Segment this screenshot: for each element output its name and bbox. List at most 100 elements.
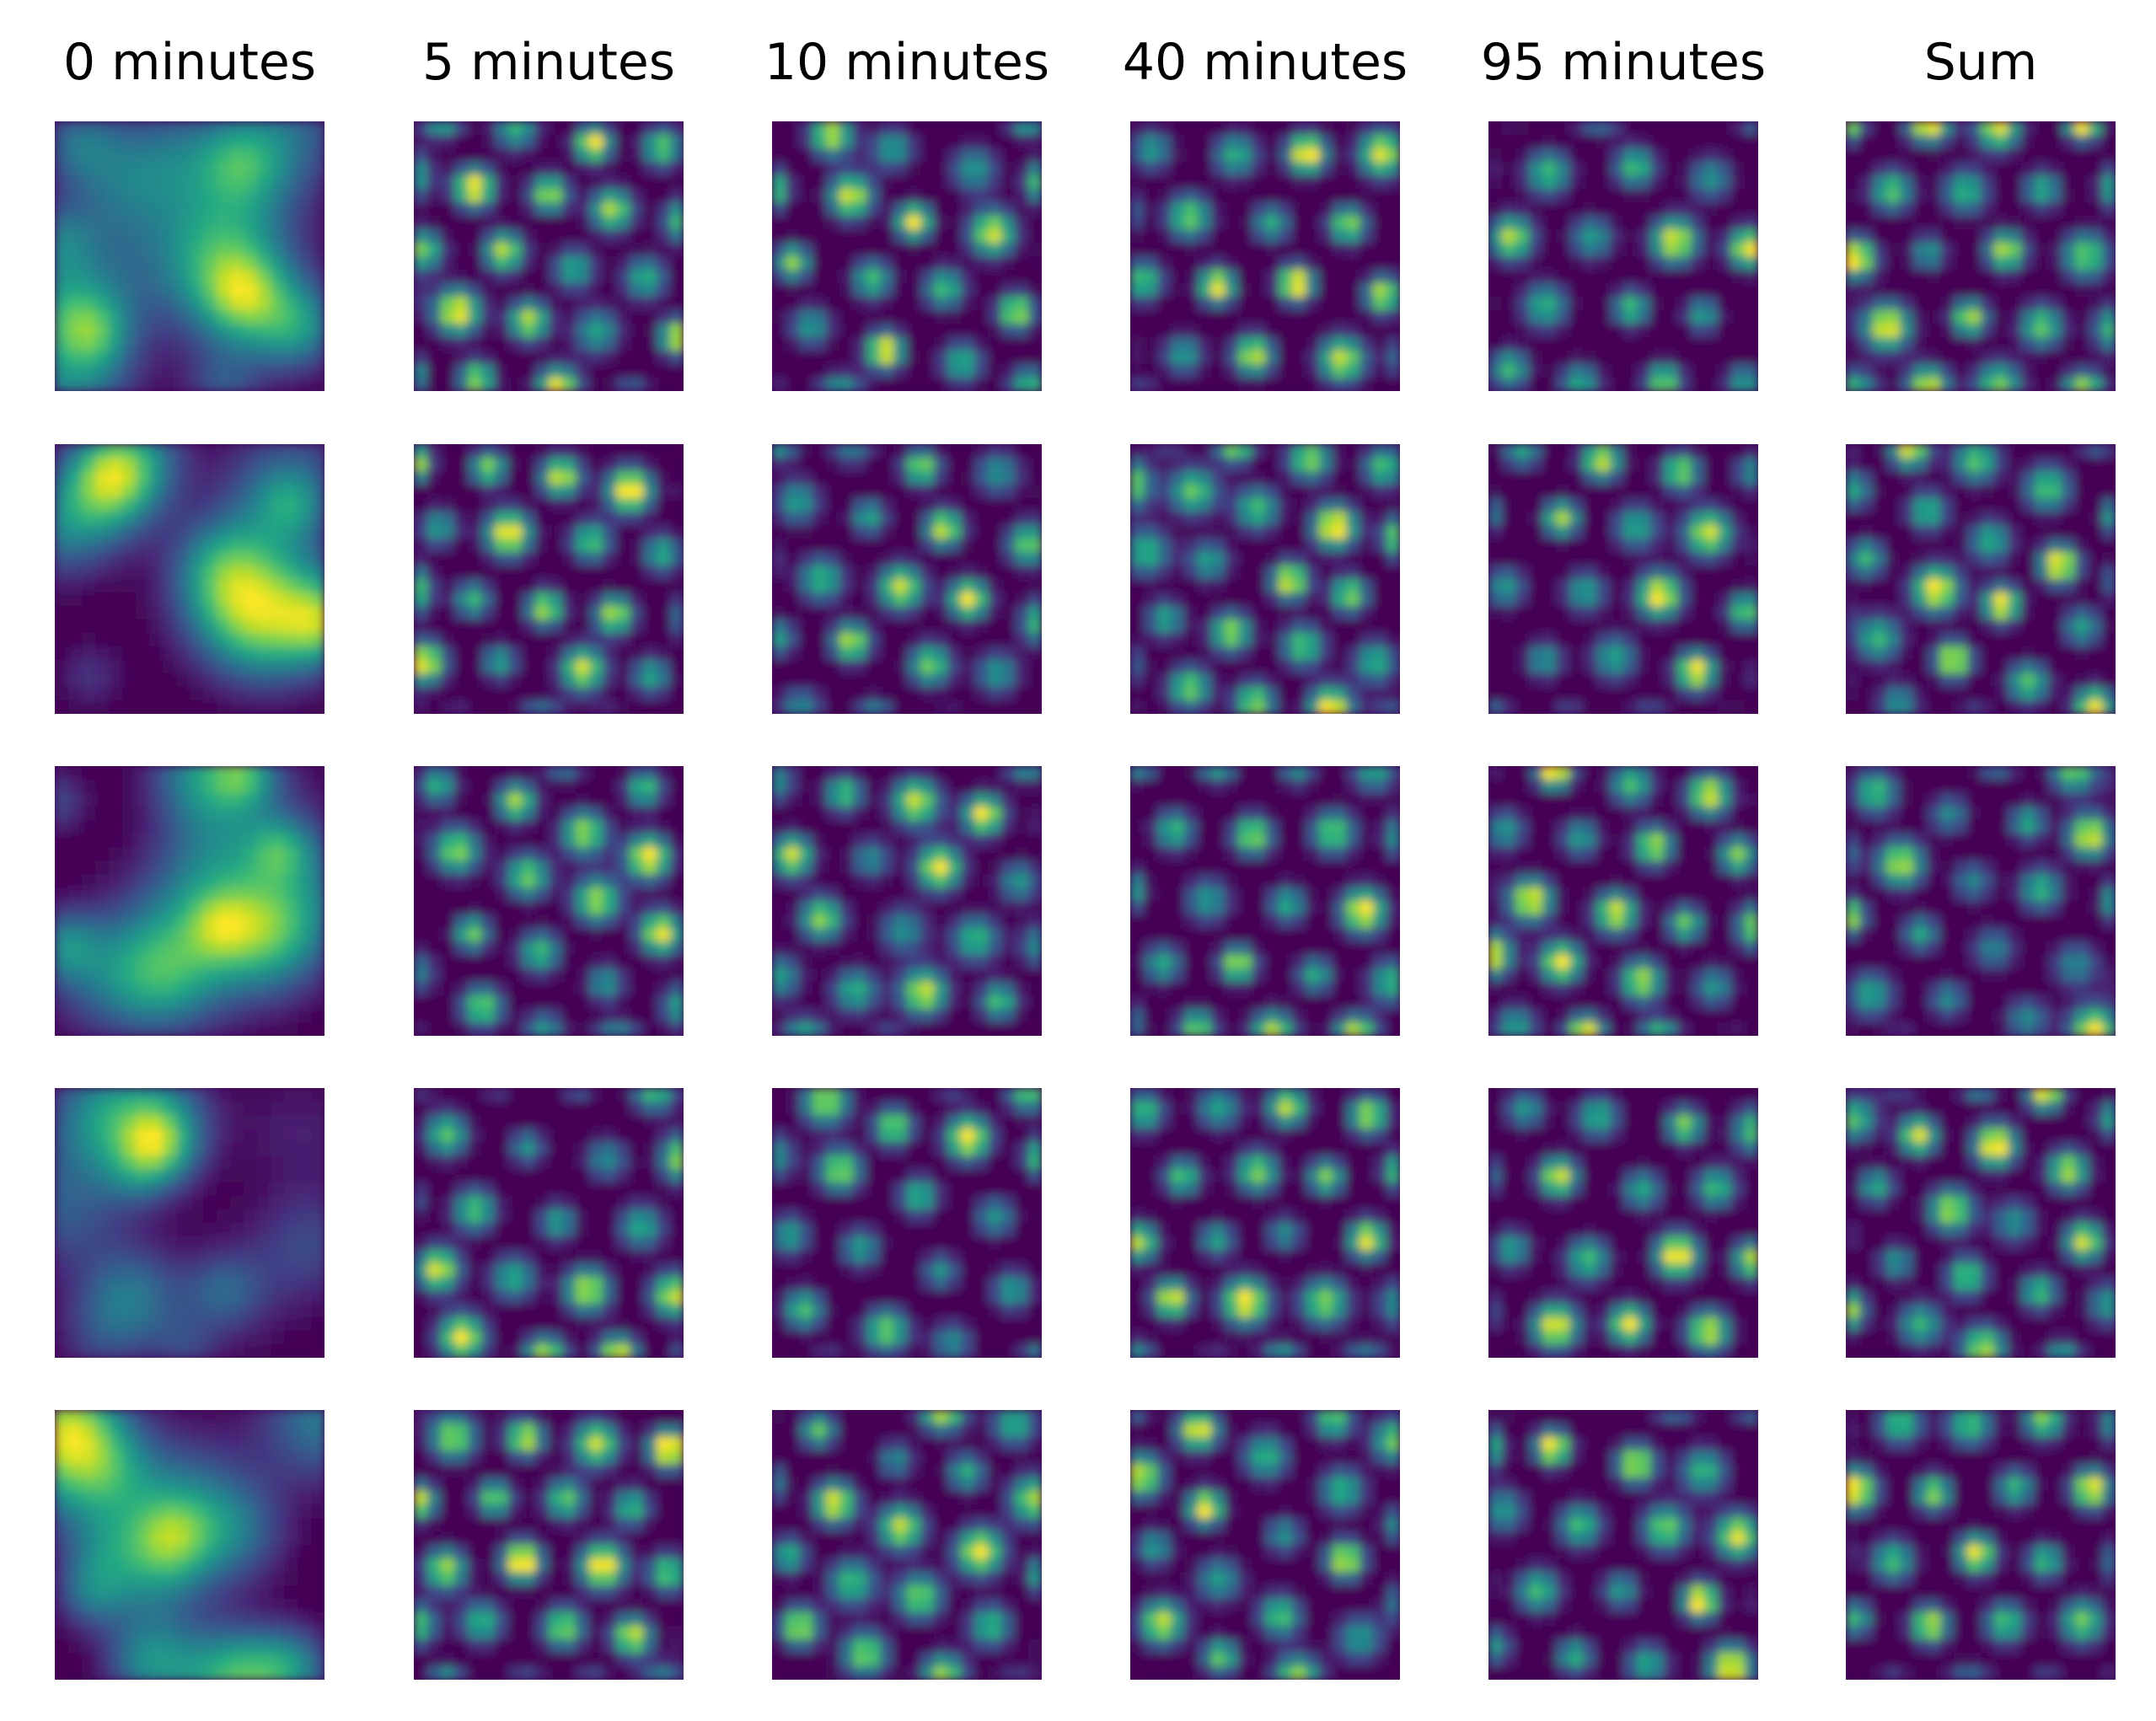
heatmap-cell: [961, 297, 975, 311]
heatmap-cell: [1502, 283, 1516, 298]
heatmap-cell: [2048, 162, 2062, 176]
heatmap-cell: [217, 552, 231, 566]
heatmap-cell: [1171, 566, 1185, 580]
heatmap-cell: [1346, 162, 1360, 176]
heatmap-cell: [1927, 525, 1941, 539]
heatmap-cell: [495, 310, 509, 324]
heatmap-cell: [244, 458, 258, 472]
heatmap-cell: [1333, 229, 1347, 244]
heatmap-cell: [1846, 619, 1860, 634]
heatmap-cell: [1515, 229, 1530, 244]
heatmap-cell: [203, 633, 217, 647]
heatmap-cell: [149, 566, 164, 580]
heatmap-cell: [1252, 162, 1266, 176]
heatmap-cell: [149, 270, 164, 284]
heatmap-cell: [1940, 270, 1955, 284]
heatmap-cell: [947, 189, 962, 203]
heatmap-cell: [1718, 552, 1732, 566]
heatmap-cell: [271, 512, 285, 526]
heatmap-cell: [853, 700, 867, 714]
heatmap-cell: [468, 619, 482, 634]
heatmap-cell: [1745, 552, 1758, 566]
heatmap-cell: [1502, 229, 1516, 244]
heatmap-cell: [441, 189, 455, 203]
heatmap-cell: [670, 606, 684, 620]
heatmap-cell: [1610, 297, 1624, 311]
heatmap-cell: [1198, 498, 1212, 512]
heatmap-cell: [68, 202, 83, 217]
heatmap-cell: [630, 270, 644, 284]
heatmap-cell: [2102, 364, 2116, 378]
heatmap-cell: [1279, 324, 1293, 338]
heatmap-cell: [82, 646, 96, 661]
heatmap-cell: [1157, 364, 1172, 378]
heatmap-cell: [961, 121, 975, 136]
heatmap-cell: [203, 324, 217, 338]
heatmap-cell: [1940, 283, 1955, 298]
heatmap-cell: [947, 539, 962, 553]
heatmap-cell: [1319, 297, 1333, 311]
heatmap-cell: [880, 606, 894, 620]
heatmap-cell: [55, 525, 69, 539]
heatmap-cell: [1745, 229, 1758, 244]
heatmap-cell: [1731, 310, 1746, 324]
heatmap-cell: [1569, 135, 1584, 149]
heatmap-cell: [1859, 660, 1874, 674]
heatmap-cell: [1583, 121, 1597, 136]
heatmap-cell: [2102, 378, 2116, 391]
heatmap-cell: [508, 270, 523, 284]
heatmap-cell: [1542, 606, 1557, 620]
heatmap-cell: [109, 148, 123, 163]
heatmap-cell: [576, 512, 590, 526]
heatmap-cell: [1542, 229, 1557, 244]
heatmap-cell: [1846, 378, 1860, 391]
heatmap-cell: [136, 297, 150, 311]
heatmap-cell: [974, 270, 989, 284]
heatmap-cell: [1373, 552, 1387, 566]
heatmap-cell: [203, 525, 217, 539]
heatmap-cell: [1873, 337, 1887, 351]
heatmap-cell: [522, 458, 536, 472]
heatmap-cell: [1677, 189, 1692, 203]
heatmap-cell: [122, 485, 137, 499]
heatmap-cell: [2048, 458, 2062, 472]
heatmap-cell: [257, 148, 271, 163]
heatmap-cell: [244, 539, 258, 553]
heatmap-cell: [1623, 539, 1638, 553]
heatmap-cell: [1718, 243, 1732, 257]
heatmap-cell: [853, 485, 867, 499]
heatmap-cell: [562, 229, 577, 244]
heatmap-cell: [1373, 485, 1387, 499]
heatmap-cell: [988, 202, 1002, 217]
heatmap-cell: [670, 498, 684, 512]
heatmap-cell: [1515, 202, 1530, 217]
heatmap-cell: [1731, 243, 1746, 257]
heatmap-cell: [82, 525, 96, 539]
heatmap-cell: [920, 162, 935, 176]
heatmap-cell: [2062, 458, 2076, 472]
heatmap-cell: [163, 592, 177, 607]
heatmap-panel-r1-c5: [1846, 444, 2116, 714]
heatmap-cell: [1583, 633, 1597, 647]
heatmap-cell: [82, 175, 96, 190]
heatmap-cell: [1529, 592, 1543, 607]
heatmap-cell: [454, 324, 469, 338]
heatmap-cell: [630, 324, 644, 338]
heatmap-cell: [616, 229, 630, 244]
heatmap-cell: [657, 646, 671, 661]
heatmap-cell: [1718, 512, 1732, 526]
heatmap-cell: [203, 539, 217, 553]
heatmap-cell: [920, 229, 935, 244]
heatmap-cell: [1225, 498, 1239, 512]
heatmap-cell: [786, 135, 800, 149]
heatmap-cell: [454, 633, 469, 647]
heatmap-cell: [786, 189, 800, 203]
heatmap-cell: [1569, 619, 1584, 634]
heatmap-cell: [670, 162, 684, 176]
heatmap-cell: [414, 606, 428, 620]
heatmap-cell: [535, 243, 550, 257]
heatmap-cell: [974, 175, 989, 190]
heatmap-cell: [2089, 243, 2103, 257]
heatmap-cell: [1238, 351, 1252, 365]
heatmap-cell: [961, 471, 975, 485]
